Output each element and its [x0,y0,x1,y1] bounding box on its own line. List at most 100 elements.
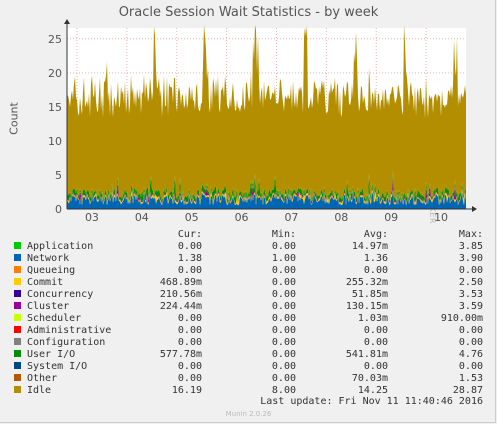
legend-header-row: Cur: Min: Avg: Max: [0,229,497,241]
legend-max-value: 3.59 [458,301,483,312]
legend-avg-value: 0.00 [363,337,388,348]
legend-swatch [14,326,21,333]
legend-row: System I/O 0.00 0.00 0.00 0.00 [0,361,497,373]
legend-cur-value: 0.00 [177,241,202,252]
legend-series-name: Network [27,253,70,264]
legend-avg-value: 130.15m [345,301,388,312]
legend-swatch [14,374,21,381]
legend-swatch [14,290,21,297]
legend-cur-value: 468.89m [159,277,202,288]
legend-swatch [14,242,21,249]
legend-cur-value: 16.19 [171,385,202,396]
legend-max-value: 0.00 [458,325,483,336]
legend-series-name: Commit [27,277,64,288]
legend-avg-value: 0.00 [363,265,388,276]
legend-min-value: 0.00 [271,373,296,384]
legend-swatch [14,362,21,369]
legend-min-value: 0.00 [271,289,296,300]
legend-max-value: 0.00 [458,265,483,276]
legend-cur-value: 0.00 [177,337,202,348]
legend-cur-value: 0.00 [177,361,202,372]
legend-min-value: 0.00 [271,337,296,348]
x-tick-label: 06 [235,211,249,224]
legend-row: Other 0.00 0.00 70.03m 1.53 [0,373,497,385]
legend-max-value: 3.85 [458,241,483,252]
legend-series-name: Concurrency [27,289,94,300]
legend-cur-value: 224.44m [159,301,202,312]
legend-swatch [14,254,21,261]
legend-avg-value: 51.85m [351,289,388,300]
x-tick-label: 04 [135,211,149,224]
legend-series-name: Administrative [27,325,112,336]
x-tick-label: 10 [434,211,448,224]
munin-version: Munin 2.0.26 [225,410,272,418]
legend-row: Queueing 0.00 0.00 0.00 0.00 [0,265,497,277]
legend-swatch [14,314,21,321]
legend-swatch [14,266,21,273]
legend-min-value: 0.00 [271,265,296,276]
legend-series-name: User I/O [27,349,76,360]
legend-avg-value: 0.00 [363,361,388,372]
legend-min-value: 0.00 [271,313,296,324]
legend-avg-value: 1.36 [363,253,388,264]
legend-max-value: 3.90 [458,253,483,264]
y-tick-label: 15 [48,101,62,114]
legend-row: Idle 16.19 8.00 14.25 28.87 [0,385,497,397]
series-area-user-i-o [67,171,466,204]
legend-max-value: 0.00 [458,361,483,372]
legend-series-name: Scheduler [27,313,82,324]
legend-cur-value: 0.00 [177,313,202,324]
legend-cur-value: 0.00 [177,265,202,276]
area-layer [67,23,466,209]
legend-min-value: 8.00 [271,385,296,396]
legend-avg-value: 0.00 [363,325,388,336]
legend-min-value: 0.00 [271,349,296,360]
series-area-idle [67,23,466,201]
legend-series-name: Other [27,373,58,384]
legend-avg-value: 70.03m [351,373,388,384]
header-cur: Cur: [177,229,202,240]
series-area-cluster [67,176,466,205]
legend-max-value: 1.53 [458,373,483,384]
legend-series-name: Configuration [27,337,106,348]
legend-series-name: System I/O [27,361,88,372]
header-min: Min: [271,229,296,240]
legend-swatch [14,302,21,309]
y-tick-label: 0 [55,203,62,216]
y-tick-label: 20 [48,67,62,80]
legend-swatch [14,278,21,285]
y-tick-label: 10 [48,135,62,148]
header-avg: Avg: [363,229,388,240]
legend-cur-value: 577.78m [159,349,202,360]
series-area-network [67,190,466,209]
x-tick-label: 08 [334,211,348,224]
legend-swatch [14,338,21,345]
x-tick-label: 03 [85,211,99,224]
legend-swatch [14,386,21,393]
legend-max-value: 4.76 [458,349,483,360]
series-area-commit [67,188,466,206]
legend-min-value: 1.00 [271,253,296,264]
x-axis-arrow [472,206,477,212]
legend-row: Commit 468.89m 0.00 255.32m 2.50 [0,277,497,289]
legend-series-name: Application [27,241,94,252]
legend-min-value: 0.00 [271,301,296,312]
legend-row: Application 0.00 0.00 14.97m 3.85 [0,241,497,253]
legend-max-value: 910.00m [440,313,483,324]
chart-title: Oracle Session Wait Statistics - by week [118,5,379,20]
legend-cur-value: 1.38 [177,253,202,264]
legend-cur-value: 210.56m [159,289,202,300]
legend-avg-value: 255.32m [345,277,388,288]
legend-max-value: 3.53 [458,289,483,300]
legend-row: Cluster 224.44m 0.00 130.15m 3.59 [0,301,497,313]
legend-cur-value: 0.00 [177,373,202,384]
legend-max-value: 0.00 [458,337,483,348]
legend-max-value: 28.87 [452,385,483,396]
y-tick-label: 25 [48,33,62,46]
legend: Cur: Min: Avg: Max: Application 0.00 0.00 1… [0,226,497,412]
legend-avg-value: 14.97m [351,241,388,252]
x-tick-label: 09 [384,211,398,224]
x-tick-label: 05 [185,211,199,224]
